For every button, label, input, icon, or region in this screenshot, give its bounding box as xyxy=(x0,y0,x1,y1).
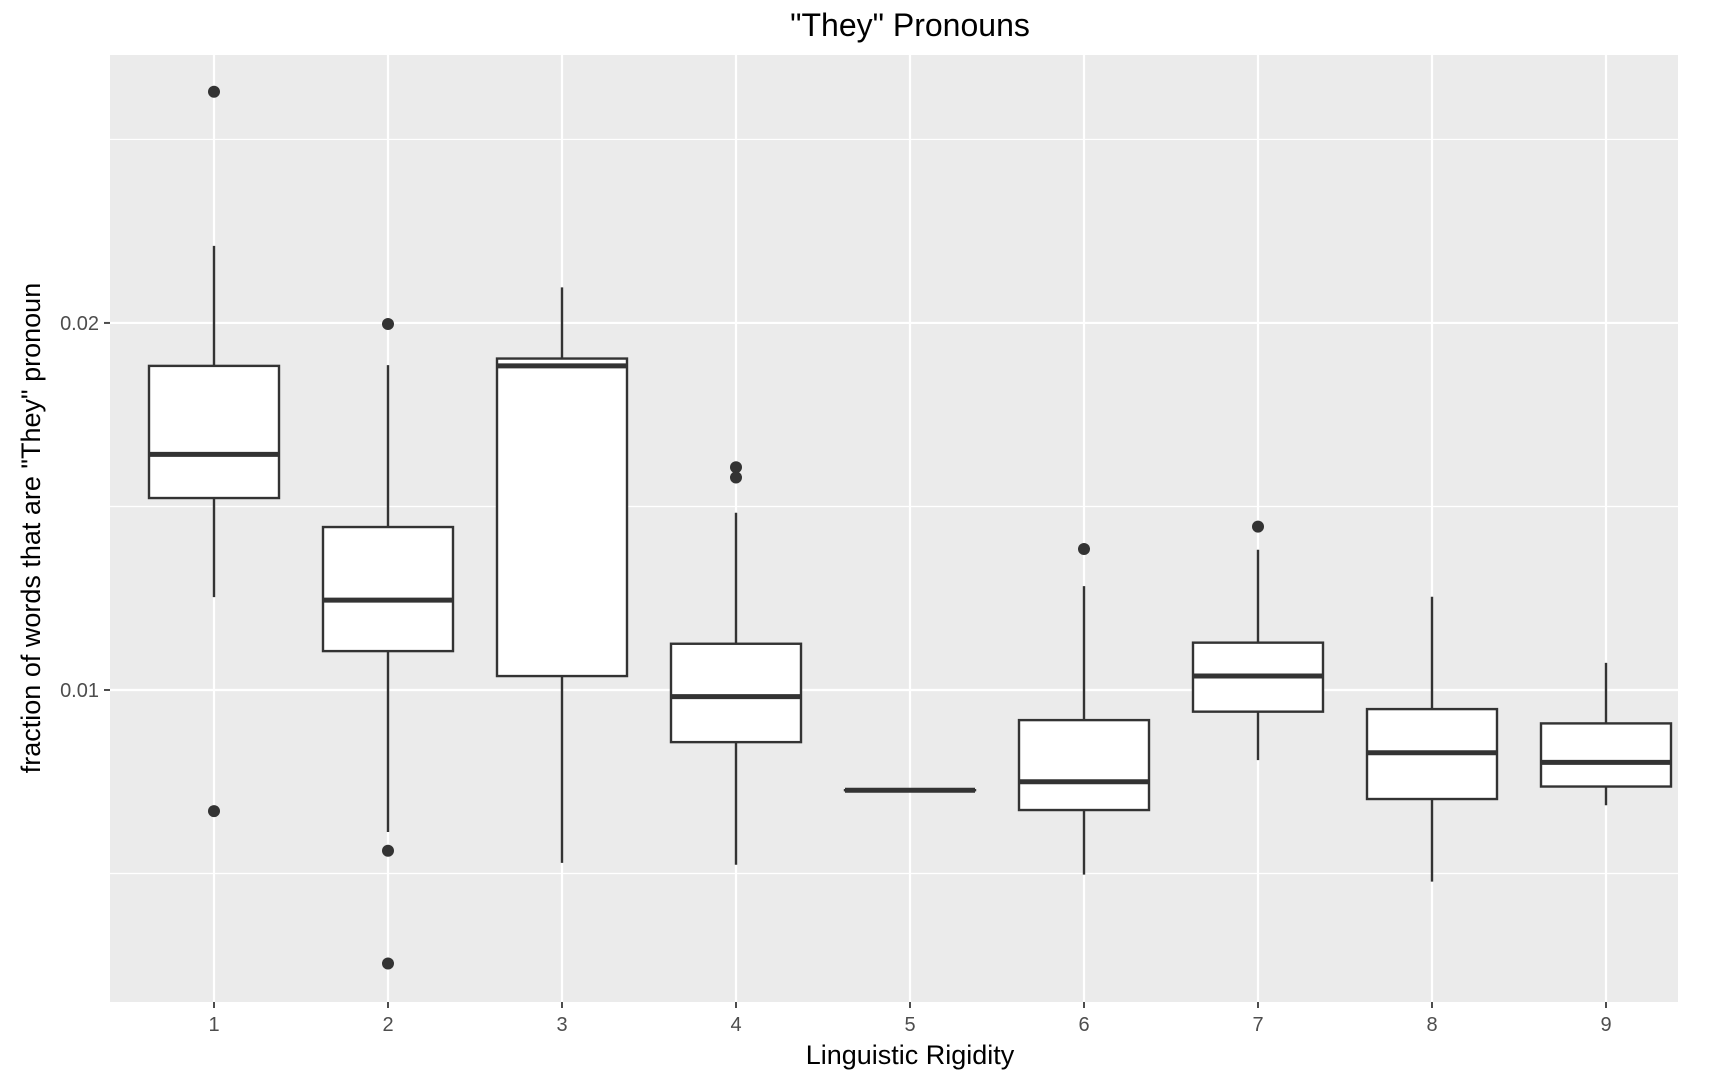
x-tick-label: 4 xyxy=(730,1014,741,1036)
outlier-point xyxy=(208,86,220,98)
x-tick-label: 9 xyxy=(1600,1014,1611,1036)
outlier-point xyxy=(730,461,742,473)
box-iqr xyxy=(149,366,279,498)
outlier-point xyxy=(382,957,394,969)
chart-title: "They" Pronouns xyxy=(790,7,1030,43)
x-tick-label: 5 xyxy=(904,1014,915,1036)
x-axis-label: Linguistic Rigidity xyxy=(806,1040,1015,1070)
x-tick-label: 6 xyxy=(1078,1014,1089,1036)
x-tick-label: 2 xyxy=(382,1014,393,1036)
outlier-point xyxy=(730,471,742,483)
box-iqr xyxy=(497,359,627,677)
x-tick-label: 3 xyxy=(556,1014,567,1036)
x-tick-label: 7 xyxy=(1252,1014,1263,1036)
outlier-point xyxy=(382,845,394,857)
box-iqr xyxy=(671,644,801,742)
outlier-point xyxy=(382,318,394,330)
y-tick-label: 0.01 xyxy=(60,680,99,702)
y-tick-label: 0.02 xyxy=(60,313,99,335)
box-iqr xyxy=(1541,723,1671,786)
x-tick-label: 8 xyxy=(1426,1014,1437,1036)
y-axis-label: fraction of words that are "They" pronou… xyxy=(16,283,46,773)
x-tick-label: 1 xyxy=(208,1014,219,1036)
outlier-point xyxy=(1252,521,1264,533)
outlier-point xyxy=(208,805,220,817)
box-iqr xyxy=(323,527,453,651)
outlier-point xyxy=(1078,543,1090,555)
box-iqr xyxy=(1019,720,1149,810)
